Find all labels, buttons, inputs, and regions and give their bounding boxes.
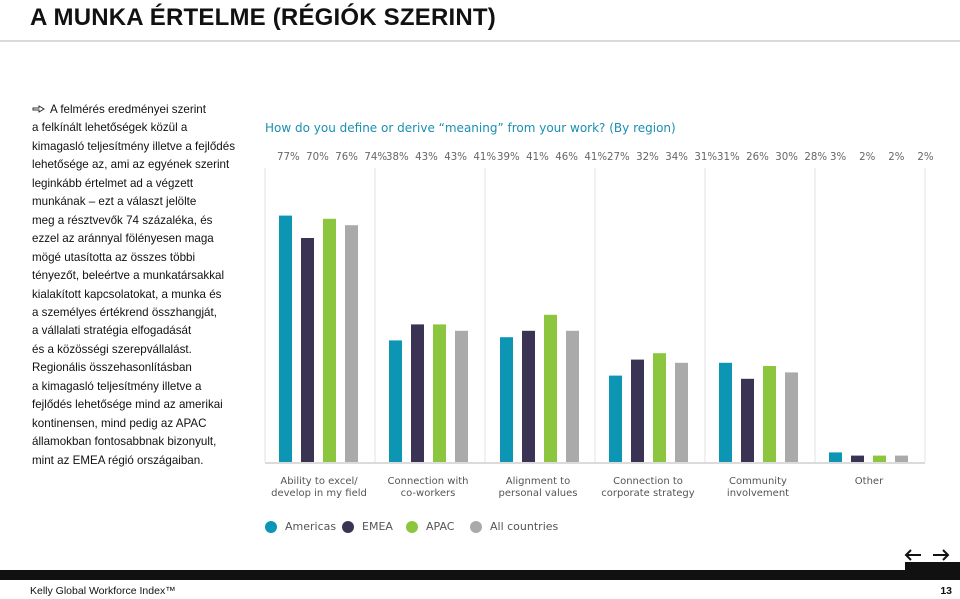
category-label-line: Alignment to bbox=[505, 476, 571, 487]
bar-americas bbox=[500, 337, 513, 462]
footer-bar bbox=[0, 570, 960, 580]
legend-label: Americas bbox=[285, 520, 337, 533]
description-line: a személyes értékrend összhangját, bbox=[32, 305, 217, 319]
chart-title: How do you define or derive “meaning” fr… bbox=[265, 121, 676, 135]
description-line: mögé utasította az összes többi bbox=[32, 250, 196, 264]
category-label-line: co-workers bbox=[400, 488, 456, 499]
category-label-line: develop in my field bbox=[271, 488, 367, 499]
description-line: tényezőt, beleértve a munkatársakkal bbox=[32, 269, 225, 283]
description-line: ezzel az aránnyal fölényesen maga bbox=[32, 232, 214, 246]
bar-all-countries bbox=[675, 362, 688, 462]
bar-emea bbox=[522, 330, 535, 462]
category-label: Connection with co-workers bbox=[373, 476, 483, 500]
footer-accent bbox=[905, 562, 960, 570]
description-line: leginkább értelmet ad a végzett bbox=[32, 176, 194, 190]
legend-label: EMEA bbox=[362, 520, 393, 533]
category-label-line: corporate strategy bbox=[601, 488, 695, 499]
description-line: meg a résztvevők 74 százaléka, és bbox=[32, 213, 213, 227]
category-label: Connection to corporate strategy bbox=[593, 476, 703, 500]
legend-item: Americas bbox=[265, 520, 336, 533]
arrow-right-icon[interactable] bbox=[932, 548, 950, 562]
legend-swatch bbox=[470, 520, 482, 533]
value-labels-group: 38% 43% 43% 41% bbox=[386, 152, 497, 163]
category-label-line: Connection to bbox=[613, 476, 683, 487]
bar-emea bbox=[631, 359, 644, 462]
page-title: A MUNKA ÉRTELME (RÉGIÓK SZERINT) bbox=[30, 4, 496, 31]
value-labels-group: 3% 2% 2% 2% bbox=[830, 152, 934, 163]
value-labels-group: 39% 41% 46% 41% bbox=[497, 152, 608, 163]
bar-all-countries bbox=[566, 330, 579, 462]
legend-item: All countries bbox=[470, 520, 558, 533]
bar-americas bbox=[719, 362, 732, 462]
category-label: Other bbox=[814, 476, 924, 488]
bar-emea bbox=[411, 324, 424, 462]
description-text: A felmérés eredményei szerint a felkínált… bbox=[32, 101, 247, 470]
legend-label: All countries bbox=[490, 520, 559, 533]
description-line: kialakított kapcsolatokat, a munka és bbox=[32, 287, 222, 301]
bar-apac bbox=[544, 314, 557, 462]
bar-apac bbox=[763, 366, 776, 462]
legend-swatch bbox=[406, 520, 418, 533]
legend-swatch bbox=[265, 520, 277, 533]
bar-chart bbox=[264, 168, 926, 464]
value-labels-group: 31% 26% 30% 28% bbox=[717, 152, 828, 163]
legend-label: APAC bbox=[426, 520, 455, 533]
bar-all-countries bbox=[345, 225, 358, 462]
description-line: Regionális összehasonlításban bbox=[32, 361, 192, 375]
description-line: kimagasló teljesítmény illetve a fejlődé… bbox=[32, 139, 235, 153]
description-line: kontinensen, mind pedig az APAC bbox=[32, 416, 207, 430]
bar-apac bbox=[323, 218, 336, 462]
legend-item: APAC bbox=[406, 520, 454, 533]
footer-brand: Kelly Global Workforce Index™ bbox=[30, 585, 176, 597]
description-line: és a közösségi szerepvállalást. bbox=[32, 342, 192, 356]
bar-emea bbox=[851, 455, 864, 462]
bar-americas bbox=[829, 452, 842, 462]
bar-americas bbox=[609, 375, 622, 462]
category-label-line: Other bbox=[854, 476, 884, 487]
bar-all-countries bbox=[455, 330, 468, 462]
category-label: Ability to excel/develop in my field bbox=[264, 476, 374, 500]
category-label-line: personal values bbox=[498, 488, 578, 499]
description-line: munkának – ezt a választ jelölte bbox=[32, 195, 197, 209]
description-line: mint az EMEA régió országaiban. bbox=[32, 453, 204, 467]
category-label-line: Ability to excel/ bbox=[280, 476, 358, 487]
description-line: a kimagasló teljesítmény illetve a bbox=[32, 379, 202, 393]
category-label: Alignment to personal values bbox=[483, 476, 593, 500]
description-line: fejlődés lehetősége mind az amerikai bbox=[32, 398, 223, 412]
bar-apac bbox=[873, 455, 886, 462]
title-divider bbox=[0, 40, 960, 42]
legend-item: EMEA bbox=[342, 520, 393, 533]
bar-emea bbox=[301, 238, 314, 462]
category-label-line: Community bbox=[729, 476, 787, 487]
bar-apac bbox=[653, 353, 666, 462]
category-label: Community involvement bbox=[703, 476, 813, 500]
bar-all-countries bbox=[785, 372, 798, 462]
value-labels-group: 27% 32% 34% 31% bbox=[607, 152, 718, 163]
arrow-left-icon[interactable] bbox=[904, 548, 922, 562]
description-line: államokban fontosabbnak bizonyult, bbox=[32, 435, 217, 449]
description-line: lehetősége az, ami az egyének szerint bbox=[32, 158, 230, 172]
bar-all-countries bbox=[895, 455, 908, 462]
category-label-line: involvement bbox=[726, 488, 790, 499]
description-line: a vállalati stratégia elfogadását bbox=[32, 324, 192, 338]
bar-emea bbox=[741, 378, 754, 462]
description-line: A felmérés eredményei szerint bbox=[50, 103, 206, 116]
page-navigation bbox=[904, 548, 950, 562]
value-labels-group: 77% 70% 76% 74% bbox=[277, 152, 388, 163]
legend-swatch bbox=[342, 520, 354, 533]
bar-americas bbox=[279, 215, 292, 462]
page-number: 13 bbox=[940, 585, 952, 597]
bar-apac bbox=[433, 324, 446, 462]
pointing-hand-icon bbox=[32, 105, 45, 113]
description-line: a felkínált lehetőségek közül a bbox=[32, 121, 188, 135]
bar-americas bbox=[389, 340, 402, 462]
category-label-line: Connection with bbox=[387, 476, 469, 487]
